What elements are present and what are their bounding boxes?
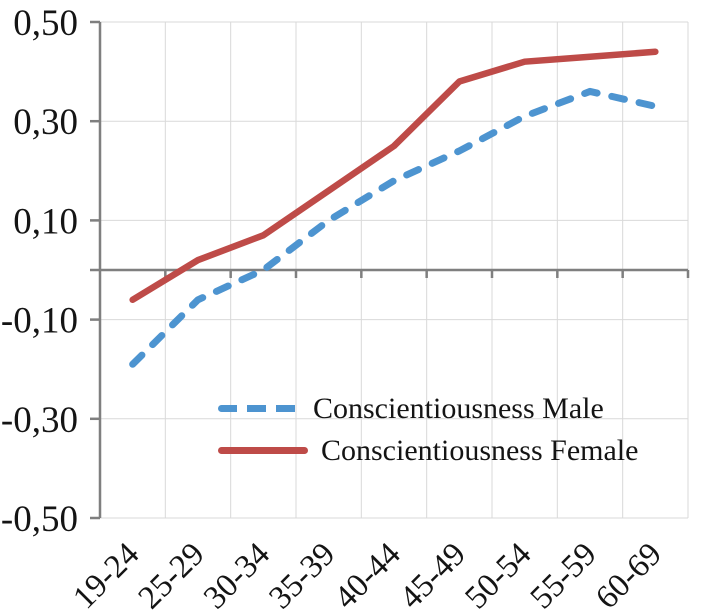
x-axis-label: 35-39 [262, 536, 342, 615]
x-axis-label: 19-24 [66, 536, 146, 615]
x-axis-label: 40-44 [328, 536, 408, 615]
y-axis-label: 0,50 [13, 3, 78, 44]
x-axis-label: 55-59 [524, 536, 604, 615]
male-dashed-line-swatch [218, 405, 300, 412]
legend-label-male: Conscientiousness Male [313, 392, 604, 425]
y-axis-label: -0,50 [1, 499, 78, 540]
legend-label-female: Conscientiousness Female [321, 434, 639, 467]
x-axis-label: 60-69 [589, 536, 669, 615]
chart-legend: Conscientiousness Male Conscientiousness… [218, 393, 638, 466]
y-axis-label: 0,30 [13, 102, 78, 143]
x-axis-label: 50-54 [458, 536, 538, 615]
y-axis-label: 0,10 [13, 201, 78, 242]
x-axis-label: 25-29 [132, 536, 212, 615]
x-axis-label: 30-34 [197, 536, 277, 615]
legend-item-male: Conscientiousness Male [218, 393, 638, 424]
female-solid-line-swatch [218, 447, 308, 454]
y-axis-label: -0,30 [1, 400, 78, 441]
x-axis-label: 45-49 [393, 536, 473, 615]
series-line-male [129, 87, 659, 368]
y-axis-label: -0,10 [1, 301, 78, 342]
series-line-female [129, 48, 659, 304]
legend-item-female: Conscientiousness Female [218, 435, 638, 466]
